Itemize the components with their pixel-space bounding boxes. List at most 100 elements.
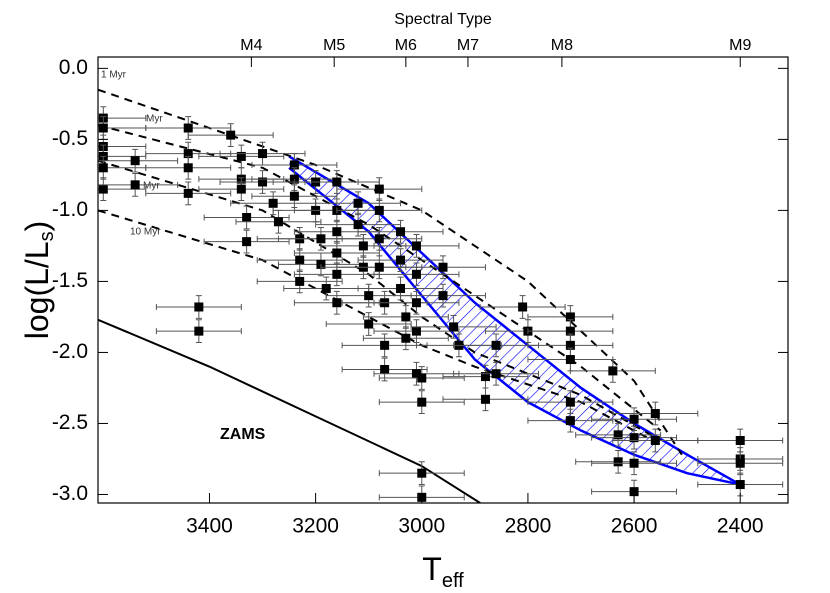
top-tick-label: M8 xyxy=(551,37,573,54)
data-point xyxy=(273,217,283,227)
y-tick-label: -3.0 xyxy=(52,482,88,505)
y-tick-label: -1.0 xyxy=(52,198,88,221)
data-point xyxy=(353,220,363,230)
data-point xyxy=(438,262,448,272)
data-point xyxy=(130,180,140,190)
data-point xyxy=(411,298,421,308)
data-point xyxy=(98,184,108,194)
plot-area xyxy=(98,88,784,503)
data-point xyxy=(316,234,326,244)
data-point xyxy=(565,416,575,426)
plot-frame xyxy=(97,56,789,504)
data-point xyxy=(374,262,384,272)
data-point xyxy=(332,248,342,258)
data-point xyxy=(374,205,384,215)
line-label: Myr xyxy=(146,114,163,125)
data-point xyxy=(565,326,575,336)
data-point xyxy=(236,184,246,194)
data-point xyxy=(183,123,193,133)
data-point xyxy=(629,433,639,443)
data-point xyxy=(194,326,204,336)
data-point xyxy=(401,333,411,343)
data-point xyxy=(518,302,528,312)
line-label: Myr xyxy=(143,181,160,192)
data-point xyxy=(480,372,490,382)
data-point xyxy=(183,163,193,173)
isochrone-line xyxy=(98,159,662,442)
data-point xyxy=(396,227,406,237)
data-point xyxy=(98,163,108,173)
data-point xyxy=(629,414,639,424)
data-point xyxy=(289,160,299,170)
data-point xyxy=(608,366,618,376)
x-tick-label: 3400 xyxy=(186,515,233,538)
top-axis-title: Spectral Type xyxy=(394,11,492,28)
data-point xyxy=(629,458,639,468)
isochrone-line xyxy=(98,318,481,503)
data-point xyxy=(321,284,331,294)
y-tick-label: 0.0 xyxy=(59,56,88,79)
x-tick-label: 2600 xyxy=(611,515,658,538)
line-label: 1 Myr xyxy=(101,70,127,81)
data-point xyxy=(396,255,406,265)
data-point xyxy=(491,340,501,350)
data-point xyxy=(401,312,411,322)
top-tick-label: M4 xyxy=(240,37,262,54)
data-point xyxy=(295,276,305,286)
data-point xyxy=(183,188,193,198)
data-point xyxy=(650,436,660,446)
data-point xyxy=(226,130,236,140)
y-label-main: log(L/L xyxy=(19,241,55,339)
data-point xyxy=(258,177,268,187)
data-point xyxy=(242,237,252,247)
data-point xyxy=(183,149,193,159)
top-tick-label: M7 xyxy=(457,37,479,54)
data-point xyxy=(735,480,745,490)
x-tick-label: 3200 xyxy=(292,515,339,538)
data-point xyxy=(480,394,490,404)
data-point xyxy=(565,397,575,407)
data-point xyxy=(491,369,501,379)
data-point xyxy=(629,487,639,497)
line-label: 10 Myr xyxy=(130,227,161,238)
y-tick-label: -2.5 xyxy=(52,411,88,434)
data-point xyxy=(98,123,108,133)
data-point xyxy=(735,436,745,446)
data-point xyxy=(236,151,246,161)
data-point xyxy=(565,355,575,365)
data-point xyxy=(258,149,268,159)
data-point xyxy=(411,326,421,336)
x-tick-label: 2400 xyxy=(717,515,764,538)
data-point xyxy=(735,458,745,468)
data-point xyxy=(295,255,305,265)
data-point xyxy=(650,409,660,419)
data-point xyxy=(332,298,342,308)
x-tick-label: 3000 xyxy=(398,515,445,538)
data-point xyxy=(396,284,406,294)
x-axis-title: Teff xyxy=(422,551,464,592)
data-point xyxy=(565,312,575,322)
top-tick-label: M9 xyxy=(729,37,751,54)
data-point xyxy=(380,340,390,350)
data-point xyxy=(332,177,342,187)
data-point xyxy=(358,241,368,251)
data-point xyxy=(417,397,427,407)
data-point xyxy=(374,234,384,244)
data-point xyxy=(332,269,342,279)
data-point xyxy=(417,373,427,383)
data-point xyxy=(289,191,299,201)
data-point xyxy=(380,364,390,374)
y-tick-label: -1.5 xyxy=(52,269,88,292)
data-point xyxy=(130,156,140,166)
data-point xyxy=(411,269,421,279)
x-label-main: T xyxy=(422,551,442,587)
y-label-end: ) xyxy=(19,221,55,232)
line-label: ZAMS xyxy=(220,426,266,443)
data-point xyxy=(268,198,278,208)
x-tick-label: 2800 xyxy=(505,515,552,538)
y-tick-label: -2.0 xyxy=(52,340,88,363)
data-point xyxy=(449,322,459,332)
data-point xyxy=(364,291,374,301)
